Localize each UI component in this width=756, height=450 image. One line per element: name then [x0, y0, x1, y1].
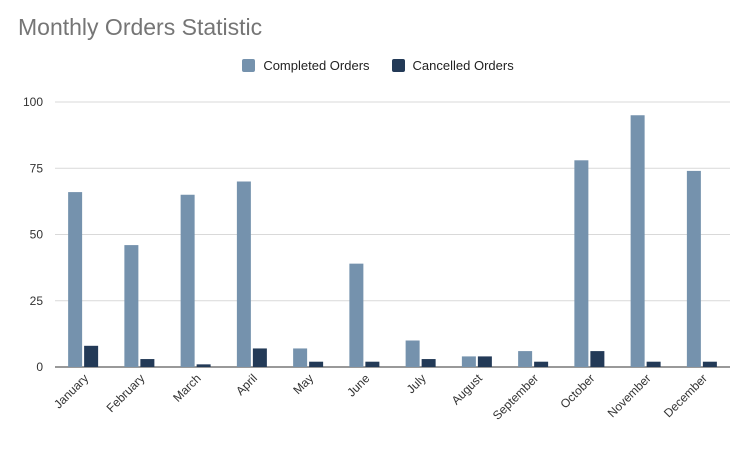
y-tick-label-0: 0	[36, 360, 43, 374]
chart-title: Monthly Orders Statistic	[18, 14, 263, 40]
bar-completed-november	[630, 115, 645, 367]
bar-cancelled-december	[702, 361, 717, 367]
bar-completed-september	[518, 351, 533, 367]
bar-cancelled-september	[534, 361, 549, 367]
x-tick-label-july: July	[404, 371, 429, 396]
x-tick-label-april: April	[233, 371, 260, 398]
bar-cancelled-may	[309, 361, 324, 367]
y-tick-label-50: 50	[30, 228, 44, 242]
bar-cancelled-july	[421, 359, 436, 367]
bar-completed-august	[461, 356, 476, 367]
bar-completed-march	[180, 194, 195, 367]
bar-cancelled-october	[590, 351, 605, 367]
y-tick-label-100: 100	[23, 95, 43, 109]
bar-cancelled-june	[365, 361, 380, 367]
legend: Completed Orders Cancelled Orders	[0, 58, 756, 73]
bar-completed-december	[686, 170, 701, 367]
bar-cancelled-february	[140, 359, 155, 367]
x-tick-label-december: December	[661, 371, 710, 420]
legend-swatch-completed	[242, 59, 256, 72]
legend-item-completed[interactable]: Completed Orders	[242, 58, 370, 73]
x-tick-label-may: May	[290, 371, 316, 397]
y-tick-label-25: 25	[30, 294, 44, 308]
legend-label-completed: Completed Orders	[263, 58, 370, 73]
y-tick-label-75: 75	[30, 161, 44, 175]
legend-label-cancelled: Cancelled Orders	[412, 58, 514, 73]
bar-cancelled-april	[252, 348, 267, 367]
legend-item-cancelled[interactable]: Cancelled Orders	[391, 58, 514, 73]
bar-cancelled-january	[84, 345, 99, 367]
x-tick-label-august: August	[449, 371, 486, 408]
x-tick-label-october: October	[557, 371, 597, 411]
x-tick-label-september: September	[490, 371, 541, 422]
bar-cancelled-march	[196, 364, 211, 367]
bar-cancelled-august	[477, 356, 492, 367]
bar-completed-june	[349, 263, 364, 367]
legend-swatch-cancelled	[391, 59, 405, 72]
bar-completed-october	[574, 160, 589, 367]
x-tick-label-november: November	[605, 371, 654, 420]
bar-completed-july	[405, 340, 420, 367]
x-tick-label-january: January	[51, 371, 91, 411]
bar-completed-april	[236, 181, 251, 367]
bar-completed-january	[68, 192, 83, 367]
x-tick-label-june: June	[344, 371, 373, 400]
bar-cancelled-november	[646, 361, 661, 367]
bar-completed-february	[124, 245, 139, 367]
x-tick-label-march: March	[170, 371, 203, 404]
bar-completed-may	[293, 348, 308, 367]
x-tick-label-february: February	[104, 371, 148, 415]
